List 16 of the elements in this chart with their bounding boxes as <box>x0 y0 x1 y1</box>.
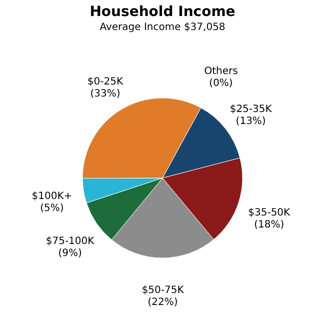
slice-label: $50-75K <box>142 285 184 296</box>
slice-label: $75-100K <box>46 236 95 248</box>
data-label: (5%) <box>40 202 64 214</box>
data-label: (18%) <box>254 219 284 230</box>
chart-subtitle: Average Income $37,058 <box>100 22 226 33</box>
slice-label: $25-35K <box>230 104 272 116</box>
data-label: (9%) <box>58 248 82 260</box>
chart-title: Household Income <box>90 4 236 20</box>
data-label: (33%) <box>90 88 120 100</box>
slice-label: $0-25K <box>87 76 124 88</box>
category-label: Others <box>204 66 238 77</box>
data-label: (13%) <box>236 116 266 128</box>
text: (0%) <box>209 78 233 89</box>
data-label: (22%) <box>148 297 178 308</box>
slice-label: $35-50K <box>248 207 291 218</box>
slice-label: $100K+ <box>32 190 72 202</box>
